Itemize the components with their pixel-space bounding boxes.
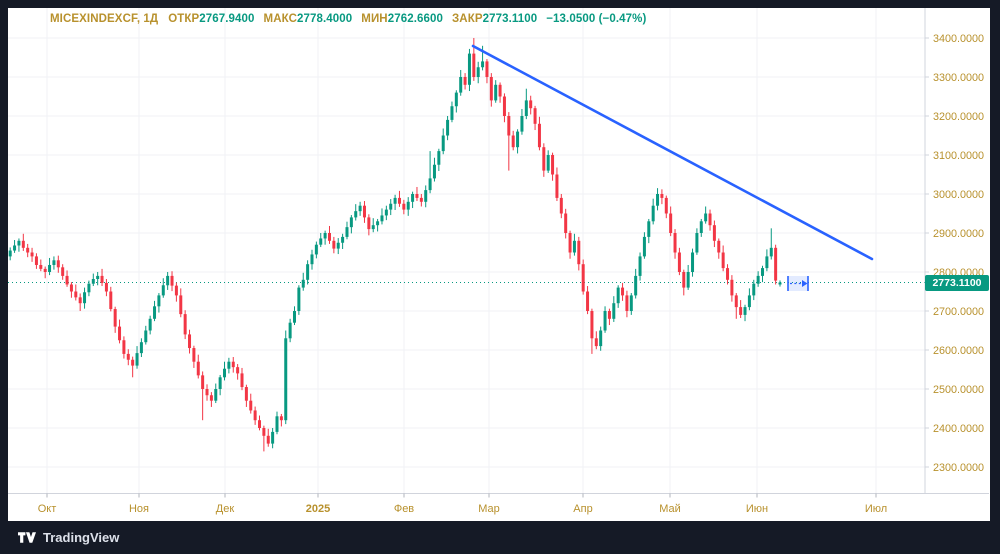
svg-text:Ноя: Ноя [129,503,149,515]
svg-text:3300.0000: 3300.0000 [933,72,984,84]
trendline-drawing[interactable] [471,44,874,261]
svg-text:Фев: Фев [394,503,414,515]
svg-text:2500.0000: 2500.0000 [933,384,984,396]
svg-text:3100.0000: 3100.0000 [933,150,984,162]
svg-text:Июл: Июл [865,503,887,515]
change-value: −13.0500 (−0.47%) [546,13,647,25]
grid-lines [8,8,925,494]
svg-text:Дек: Дек [216,503,235,515]
svg-text:2025: 2025 [306,503,330,515]
symbol-ohlc-legend: MICEXINDEXCF, 1Д ОТКР2767.9400 МАКС2778.40… [50,13,646,27]
ohlc-close: ЗАКР2773.1100 [451,13,538,25]
time-axis-labels: Окт Ноя Дек 2025 Фев Мар Апр Май Июн Июл [38,493,887,515]
tradingview-logo[interactable]: TradingView [18,530,119,545]
price-scale[interactable] [926,8,990,493]
svg-text:2300.0000: 2300.0000 [933,462,984,474]
svg-text:3400.0000: 3400.0000 [933,33,984,45]
svg-text:Апр: Апр [573,503,592,515]
price-axis-labels: 3400.0000 3300.0000 3200.0000 3100.0000 3000… [925,33,984,474]
svg-text:2900.0000: 2900.0000 [933,228,984,240]
tradingview-logo-icon [18,532,36,543]
svg-text:Май: Май [659,503,681,515]
ohlc-open: ОТКР2767.9400 [168,13,255,25]
svg-text:3000.0000: 3000.0000 [933,189,984,201]
svg-text:Мар: Мар [478,503,500,515]
ohlc-low: МИН2762.6600 [361,13,443,25]
svg-text:2400.0000: 2400.0000 [933,423,984,435]
ohlc-high: МАКС2778.4000 [263,13,353,25]
symbol-name[interactable]: MICEXINDEXCF, 1Д [50,13,159,25]
svg-text:2600.0000: 2600.0000 [933,345,984,357]
svg-text:3200.0000: 3200.0000 [933,111,984,123]
svg-text:Июн: Июн [746,503,768,515]
candles-group [8,38,782,452]
time-scale[interactable] [8,494,990,521]
svg-text:Окт: Окт [38,503,57,515]
tradingview-logo-text: TradingView [43,530,120,545]
measure-arrow-tool[interactable] [787,276,809,291]
footer-bar: TradingView [0,521,1000,554]
last-price-badge: 2773.1100 [925,275,989,291]
svg-text:2700.0000: 2700.0000 [933,306,984,318]
